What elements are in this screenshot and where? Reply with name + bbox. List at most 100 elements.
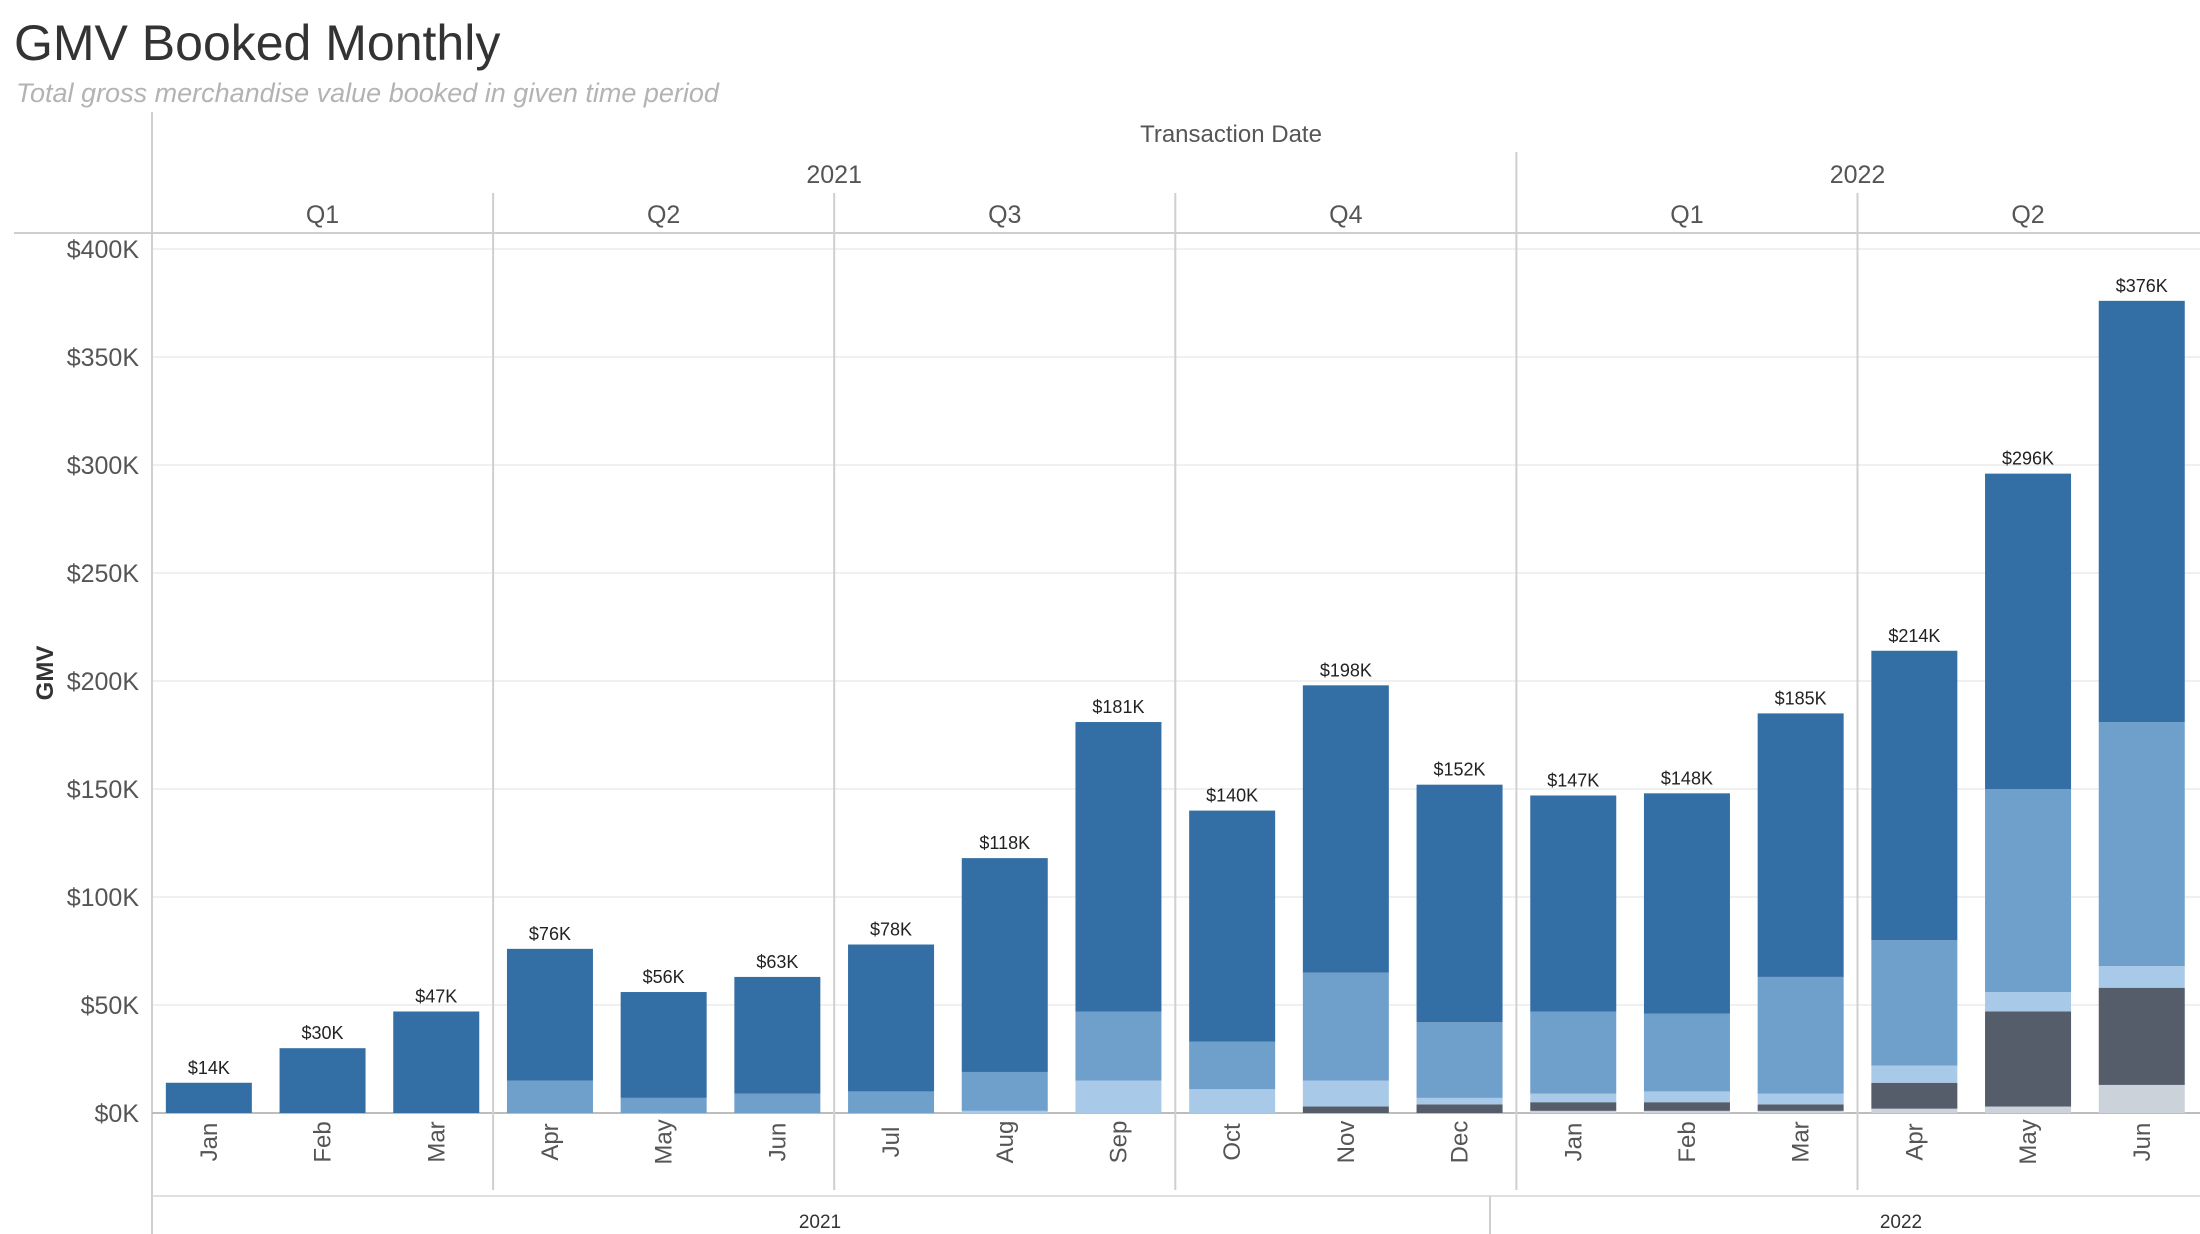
bar-segment: [2098, 722, 2185, 967]
bar-segment: [2098, 300, 2185, 723]
bar-total-label: $63K: [756, 952, 798, 972]
bar-segment: [1530, 1110, 1617, 1113]
bar-segment: [734, 1093, 821, 1113]
y-tick-label: $150K: [67, 776, 140, 804]
bar-segment: [620, 1097, 707, 1113]
x-tick-label: May: [651, 1119, 678, 1164]
x-tick-label: Mar: [423, 1121, 450, 1162]
bar-segment: [1302, 972, 1389, 1081]
bar-segment: [1985, 992, 2072, 1012]
bar-segment: [1530, 1093, 1617, 1103]
bar-segment: [1871, 1108, 1958, 1113]
bar-total-label: $30K: [302, 1023, 344, 1043]
quarter-header-label: Q2: [2011, 201, 2044, 229]
bar-segment: [1302, 685, 1389, 973]
bar-segment: [1757, 1104, 1844, 1111]
bar-segment: [961, 1071, 1048, 1111]
bar-total-label: $118K: [979, 833, 1030, 853]
x-tick-label: Jan: [1560, 1123, 1587, 1162]
bar-segment: [961, 1110, 1048, 1113]
bar-segment: [1302, 1080, 1389, 1107]
y-tick-label: $50K: [81, 992, 140, 1020]
bar-segment: [1530, 795, 1617, 1012]
quarter-header-label: Q1: [306, 201, 339, 229]
bar-segment: [2098, 966, 2185, 988]
bar-segment: [2098, 987, 2185, 1085]
footer-year-label: 2021: [799, 1212, 841, 1233]
bar-total-label: $296K: [2002, 449, 2054, 469]
bar-segment: [1871, 1082, 1958, 1109]
bar-segment: [1871, 650, 1958, 941]
x-tick-label: Nov: [1333, 1121, 1360, 1164]
bar-segment: [1643, 1091, 1730, 1103]
y-tick-label: $100K: [67, 884, 140, 912]
bar-total-label: $376K: [2116, 276, 2168, 296]
bar-segment: [1189, 810, 1276, 1042]
bar-segment: [1075, 1080, 1162, 1113]
bar-total-label: $148K: [1661, 768, 1713, 788]
bar-segment: [848, 944, 935, 1092]
bar-segment: [1757, 1093, 1844, 1105]
x-tick-label: Sep: [1105, 1121, 1132, 1164]
bar-segment: [506, 948, 593, 1081]
footer-year-label: 2022: [1880, 1212, 1922, 1233]
bar-total-label: $198K: [1320, 660, 1372, 680]
bar-segment: [1416, 1022, 1503, 1098]
bar-segment: [279, 1048, 366, 1113]
y-tick-label: $300K: [67, 452, 140, 480]
bar-segment: [1302, 1106, 1389, 1113]
bar-segment: [1871, 940, 1958, 1066]
bar-segment: [1643, 793, 1730, 1014]
x-tick-label: Jul: [878, 1127, 905, 1158]
y-tick-label: $250K: [67, 560, 140, 588]
bar-segment: [1643, 1110, 1730, 1113]
bar-segment: [2098, 1084, 2185, 1113]
y-tick-label: $400K: [67, 236, 140, 264]
bar-segment: [1189, 1041, 1276, 1090]
x-tick-label: Jan: [196, 1123, 223, 1162]
bar-segment: [734, 976, 821, 1094]
bar-segment: [1757, 976, 1844, 1094]
quarter-header-label: Q1: [1670, 201, 1703, 229]
bar-segment: [620, 992, 707, 1098]
x-tick-label: Dec: [1447, 1121, 1474, 1164]
bar-total-label: $214K: [1888, 626, 1940, 646]
bar-segment: [1530, 1011, 1617, 1094]
y-tick-label: $0K: [95, 1100, 140, 1128]
chart-title: GMV Booked Monthly: [14, 15, 501, 71]
x-tick-label: Aug: [992, 1121, 1019, 1164]
y-tick-label: $350K: [67, 344, 140, 372]
bar-segment: [393, 1011, 480, 1113]
x-axis-title: Transaction Date: [1140, 121, 1322, 148]
bar-segment: [1416, 1104, 1503, 1113]
year-header-label: 2022: [1830, 161, 1886, 189]
bar-segment: [1643, 1013, 1730, 1092]
x-tick-label: Jun: [2129, 1123, 2156, 1162]
chart-subtitle: Total gross merchandise value booked in …: [16, 78, 719, 108]
x-tick-label: Feb: [310, 1121, 337, 1162]
x-tick-label: Apr: [1901, 1123, 1928, 1160]
x-tick-label: Mar: [1788, 1121, 1815, 1162]
bar-segment: [1871, 1065, 1958, 1083]
bar-total-label: $147K: [1547, 770, 1599, 790]
bar-total-label: $152K: [1434, 760, 1486, 780]
x-tick-label: Oct: [1219, 1123, 1246, 1161]
x-tick-label: Apr: [537, 1123, 564, 1160]
bar-segment: [1643, 1102, 1730, 1111]
bar-segment: [1985, 789, 2072, 993]
quarter-header-label: Q4: [1329, 201, 1362, 229]
bar-segment: [1075, 722, 1162, 1012]
bar-segment: [1075, 1011, 1162, 1081]
bar-segment: [848, 1091, 935, 1113]
bar-segment: [1757, 713, 1844, 977]
bar-segment: [1985, 473, 2072, 789]
y-tick-label: $200K: [67, 668, 140, 696]
bar-segment: [1189, 1089, 1276, 1113]
bar-total-label: $76K: [529, 924, 571, 944]
bar-total-label: $185K: [1775, 688, 1827, 708]
quarter-header-label: Q3: [988, 201, 1021, 229]
x-tick-label: May: [2015, 1119, 2042, 1164]
bar-segment: [961, 858, 1048, 1072]
bar-segment: [1757, 1110, 1844, 1113]
